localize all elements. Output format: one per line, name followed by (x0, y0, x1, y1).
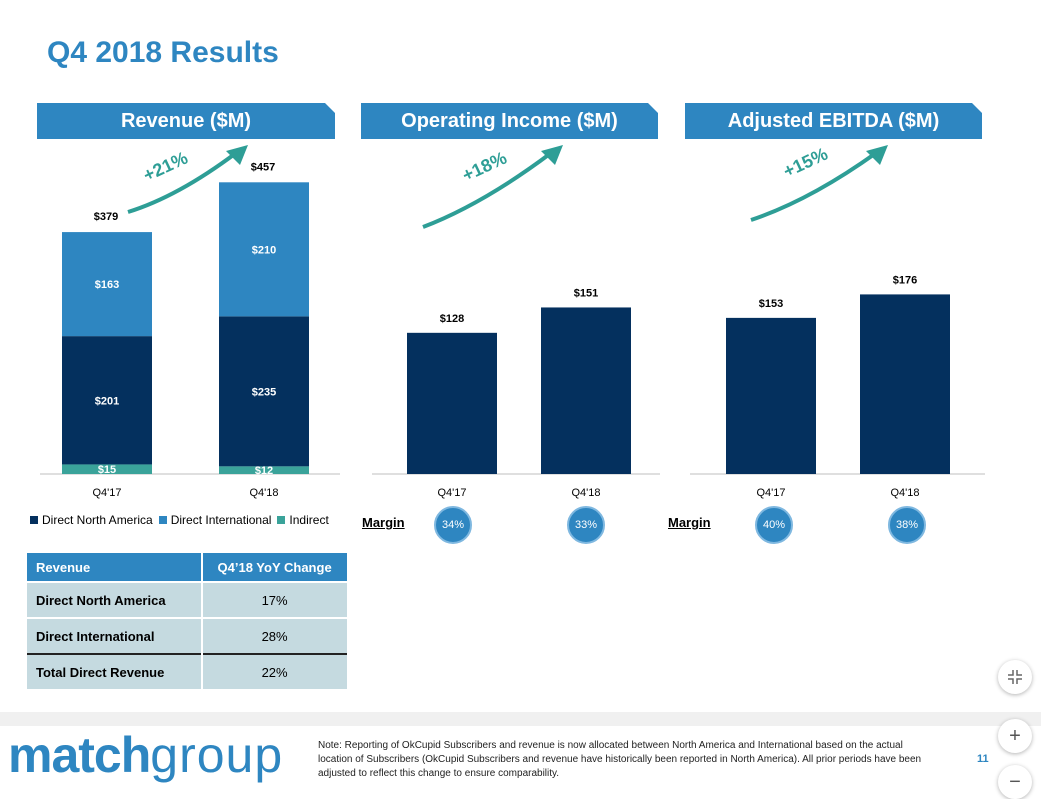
bar-segment-label: $12 (255, 465, 273, 477)
header-notch (325, 103, 335, 113)
logo-group: group (150, 727, 284, 783)
legend-swatch (277, 516, 286, 524)
x-tick-label: Q4'17 (92, 487, 121, 499)
fit-screen-button[interactable] (998, 660, 1032, 694)
bar-value-label: $176 (893, 274, 917, 286)
bar-value-label: $128 (440, 313, 464, 325)
page-number: 11 (977, 753, 989, 765)
bar (407, 332, 497, 474)
bar-total-label: $379 (94, 211, 118, 223)
zoom-out-button[interactable]: − (998, 765, 1032, 799)
row-value: 17% (201, 581, 347, 618)
operating-margin-label: Margin (362, 515, 405, 530)
adjusted-ebitda-header-label: Adjusted EBITDA ($M) (727, 109, 940, 132)
logo-match: match (8, 727, 151, 783)
bar-segment (219, 182, 309, 317)
footnote: Note: Reporting of OkCupid Subscribers a… (318, 740, 922, 779)
table-row: Direct North America 17% (27, 581, 347, 618)
table-header-row: Revenue Q4’18 YoY Change (27, 553, 347, 582)
ebitda-margin-label: Margin (668, 515, 711, 530)
bar-value-label: $153 (759, 298, 783, 310)
operating-income-header: Operating Income ($M) (361, 103, 658, 139)
legend-label: Indirect (289, 513, 329, 527)
growth-label: +15% (780, 144, 831, 182)
x-tick-label: Q4'18 (890, 487, 919, 499)
table-row: Direct International 28% (27, 617, 347, 654)
table-row-total: Total Direct Revenue 22% (27, 653, 347, 689)
footer-divider (0, 712, 1041, 726)
legend-item-direct-north-america: Direct North America (30, 513, 153, 527)
operating-income-header-label: Operating Income ($M) (401, 109, 618, 132)
growth-label: +18% (459, 148, 510, 186)
growth-arrow-head (226, 145, 248, 165)
zoom-in-button[interactable]: + (998, 719, 1032, 753)
row-value: 22% (201, 653, 347, 689)
row-name: Direct North America (27, 581, 203, 618)
legend-label: Direct International (170, 513, 272, 527)
row-value: 28% (201, 617, 347, 654)
bar-segment (62, 464, 152, 474)
page-title: Q4 2018 Results (47, 36, 279, 69)
revenue-header-label: Revenue ($M) (120, 109, 252, 132)
growth-arrow-head (541, 145, 563, 165)
bar-segment (219, 466, 309, 474)
header-notch (972, 103, 982, 113)
legend-swatch (158, 516, 167, 524)
legend-label: Direct North America (42, 513, 153, 527)
growth-arrow-head (866, 145, 888, 165)
bar-segment-label: $163 (95, 279, 119, 291)
x-tick-label: Q4'17 (437, 487, 466, 499)
ebitda-margin-q418: 38% (888, 506, 926, 544)
bar-segment-label: $235 (252, 386, 276, 398)
table-header-revenue: Revenue (27, 553, 203, 582)
bar-segment-label: $201 (95, 395, 119, 407)
growth-arrow (750, 151, 878, 222)
legend-swatch (30, 516, 38, 524)
operating-margin-q418: 33% (567, 506, 605, 544)
growth-arrow (422, 151, 553, 229)
bar-value-label: $151 (574, 287, 598, 299)
yoy-change-table: Revenue Q4’18 YoY Change Direct North Am… (27, 553, 347, 689)
bar (541, 307, 631, 474)
x-tick-label: Q4'18 (249, 487, 278, 499)
bar-segment-label: $15 (98, 464, 116, 476)
charts-canvas: +21% Q4'17 $15 $201 $163 $379 Q4'18 $12 $235 $210… (40, 144, 985, 499)
row-name: Total Direct Revenue (27, 653, 203, 689)
bar-segment-label: $210 (252, 244, 276, 256)
growth-arrow (127, 151, 238, 214)
row-name: Direct International (27, 617, 203, 654)
bar (860, 294, 950, 474)
bar (726, 317, 816, 474)
ebitda-margin-q417: 40% (755, 506, 793, 544)
adjusted-ebitda-header: Adjusted EBITDA ($M) (685, 103, 982, 139)
header-notch (648, 103, 658, 113)
matchgroup-logo: matchgroup (8, 730, 283, 780)
x-tick-label: Q4'18 (571, 487, 600, 499)
table-header-yoy-change: Q4’18 YoY Change (201, 553, 347, 582)
bar-segment (62, 232, 152, 337)
revenue-legend: Direct North America Direct Internationa… (30, 513, 329, 527)
bar-segment (219, 316, 309, 467)
operating-margin-q417: 34% (434, 506, 472, 544)
x-tick-label: Q4'17 (756, 487, 785, 499)
legend-item-indirect: Indirect (277, 513, 329, 527)
growth-label: +21% (140, 148, 191, 186)
revenue-header: Revenue ($M) (37, 103, 335, 139)
fit-screen-icon (1008, 670, 1022, 684)
legend-item-direct-international: Direct International (158, 513, 272, 527)
bar-total-label: $457 (251, 161, 275, 173)
bar-segment (62, 336, 152, 465)
